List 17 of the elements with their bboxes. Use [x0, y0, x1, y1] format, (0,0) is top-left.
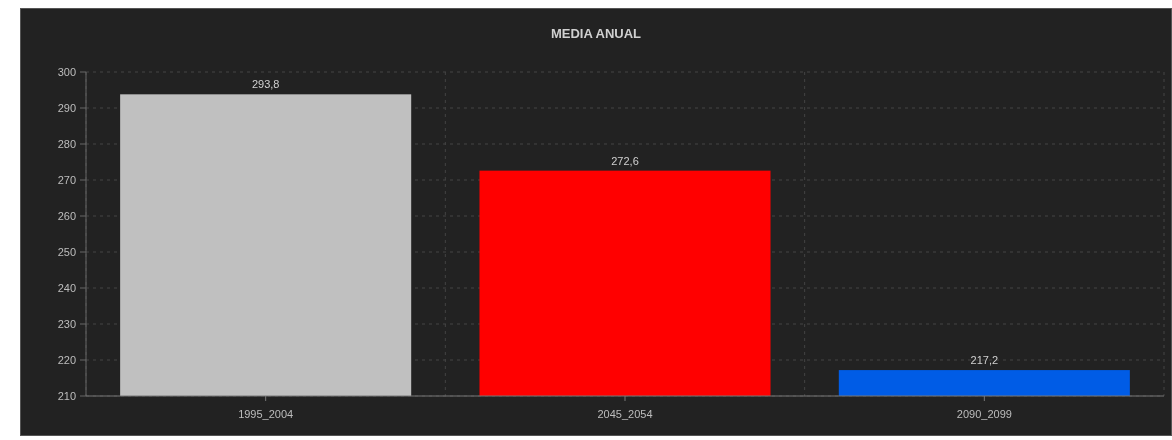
data-label: 293,8: [251, 78, 280, 91]
y-tick-label: 250: [57, 245, 76, 258]
chart-title: MEDIA ANUAL: [550, 26, 642, 41]
y-tick-label: 220: [57, 353, 76, 366]
y-tick-label: 280: [57, 137, 76, 150]
x-tick-label: 2045_2054: [597, 408, 653, 420]
y-tick-label: 290: [57, 101, 76, 114]
x-tick-label: 2090_2099: [956, 408, 1012, 420]
y-tick-label: 270: [57, 173, 76, 186]
y-tick-label: 210: [57, 389, 76, 402]
y-tick-label: 300: [57, 65, 76, 78]
y-tick-label: 240: [57, 281, 76, 294]
data-label: 272,6: [611, 154, 639, 167]
data-label: 217,2: [970, 354, 999, 367]
x-tick-label: 1995_2004: [238, 408, 294, 420]
y-tick-label: 260: [57, 209, 76, 222]
y-tick-label: 230: [57, 317, 76, 330]
